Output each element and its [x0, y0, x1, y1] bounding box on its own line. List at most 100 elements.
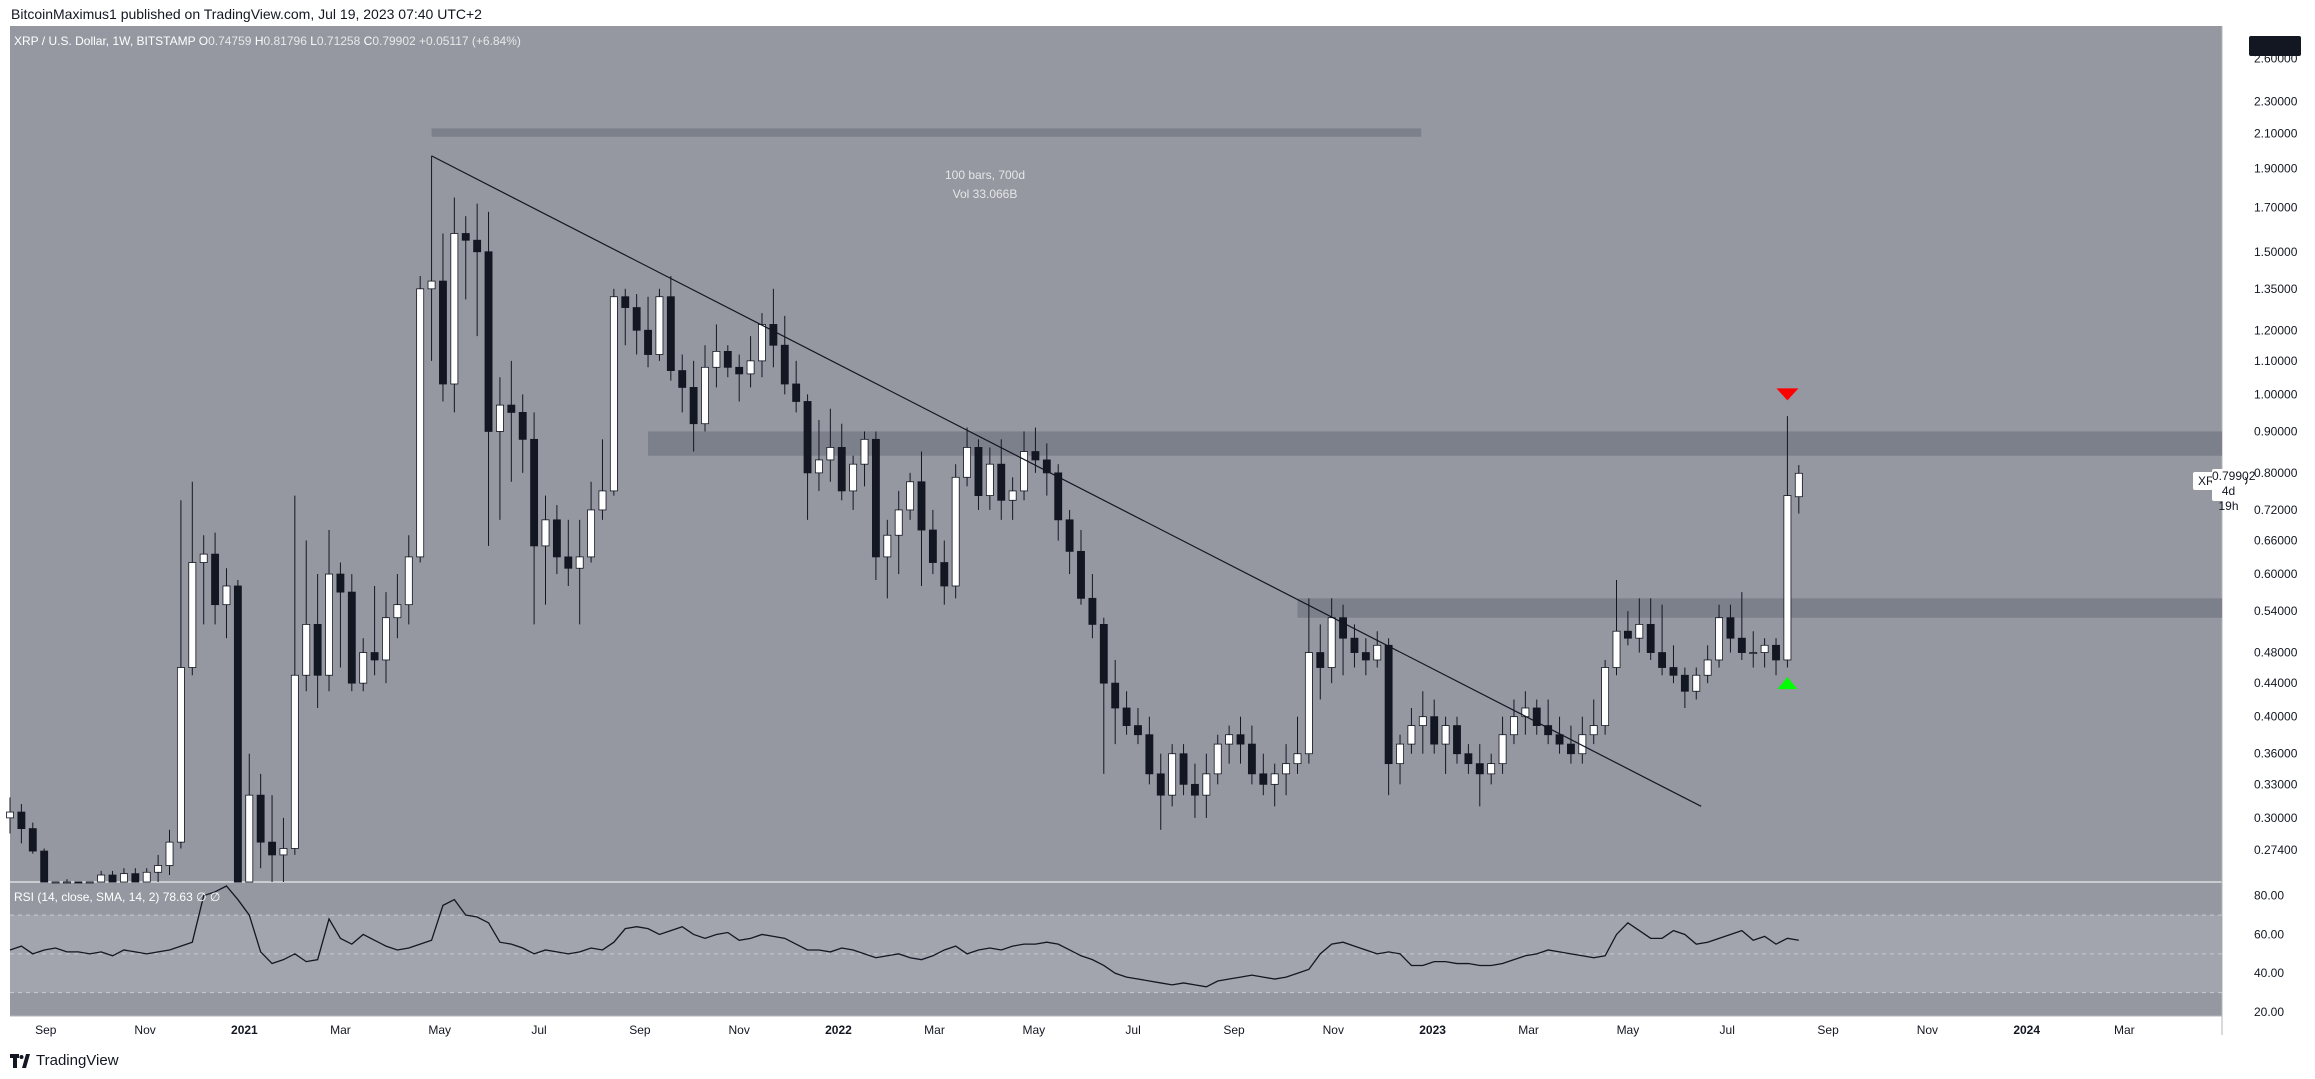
candle-body	[689, 387, 698, 425]
candle-body	[17, 811, 26, 829]
candle	[1737, 592, 1746, 660]
candle	[188, 481, 197, 676]
legend-open-label: O	[198, 34, 209, 48]
candle-body	[1020, 451, 1028, 492]
candle	[108, 870, 117, 883]
time-tick-label: Nov	[1323, 1023, 1344, 1037]
time-tick-label: May	[428, 1023, 451, 1037]
candle-body	[1065, 519, 1074, 552]
candle-body	[1658, 652, 1667, 668]
candle-body	[1589, 725, 1598, 736]
candle	[552, 505, 561, 575]
price-tick-label: 1.70000	[2254, 201, 2298, 215]
candle-body	[1282, 763, 1291, 775]
candle	[404, 535, 413, 625]
candle-body	[951, 476, 960, 587]
candle	[165, 829, 174, 876]
candle-body	[1623, 630, 1632, 639]
candle-body	[1475, 763, 1484, 775]
candle-body	[666, 296, 675, 371]
candle	[1225, 725, 1234, 764]
candle-body	[176, 667, 185, 843]
candle-body	[1510, 716, 1518, 736]
candle	[85, 881, 94, 884]
candle-body	[1418, 716, 1427, 726]
candle-body	[678, 370, 687, 388]
candle-body	[427, 280, 436, 290]
candle	[951, 464, 960, 599]
candle	[621, 288, 630, 346]
candle	[735, 354, 744, 402]
candle-body	[621, 296, 630, 308]
candle-body	[849, 463, 858, 492]
candle	[1532, 699, 1541, 735]
candle	[598, 439, 607, 520]
price-tick-label: 0.66000	[2254, 534, 2298, 548]
candle-body	[279, 848, 288, 856]
tradingview-logo[interactable]: TradingView	[10, 1052, 119, 1069]
candle	[1361, 638, 1370, 676]
candle-body	[1464, 753, 1473, 765]
candle-body	[28, 828, 37, 852]
candle-body	[142, 871, 151, 883]
candle	[906, 472, 915, 520]
time-tick-label: May	[1617, 1023, 1640, 1037]
last-price-label: 0.79902 4d 19h	[2212, 469, 2255, 513]
measure-label: 100 bars, 700d Vol 33.066B	[905, 166, 1065, 204]
candle-body	[1453, 725, 1461, 755]
legend-low-label: L	[310, 34, 317, 48]
candle-body	[974, 447, 983, 496]
published-by-header: BitcoinMaximus1 published on TradingView…	[11, 6, 482, 22]
candle	[644, 296, 652, 368]
candle-body	[598, 490, 607, 511]
candle	[1168, 744, 1177, 807]
candle	[1316, 624, 1325, 700]
candle	[1453, 716, 1461, 764]
time-tick-label: Sep	[629, 1023, 651, 1037]
candle	[758, 313, 766, 378]
candle	[154, 854, 163, 882]
candle	[1145, 716, 1154, 785]
candle	[1430, 699, 1439, 754]
candle	[917, 451, 926, 586]
candle	[1236, 716, 1245, 764]
candle-body	[165, 841, 174, 866]
legend-close: 0.79902	[372, 34, 416, 48]
legend-symbol: XRP / U.S. Dollar, 1W, BITSTAMP	[14, 34, 196, 48]
candle-body	[1498, 734, 1507, 765]
candle	[1407, 707, 1416, 754]
candle	[1282, 744, 1291, 796]
legend-low: 0.71258	[316, 34, 361, 48]
candle-body	[97, 874, 106, 883]
price-tick-label: 1.35000	[2254, 282, 2298, 296]
candle	[1498, 716, 1507, 774]
time-tick-label: Sep	[1223, 1023, 1245, 1037]
candle	[1088, 574, 1097, 639]
price-scale-button[interactable]	[2249, 36, 2301, 56]
time-tick-label: Mar	[2114, 1023, 2135, 1037]
candle	[1703, 645, 1712, 684]
candle	[1202, 753, 1211, 818]
candle	[1635, 598, 1644, 653]
candle	[1646, 598, 1655, 660]
candle-body	[507, 404, 516, 413]
candle-body	[985, 463, 994, 496]
candle	[1179, 744, 1188, 796]
bar-countdown: 4d 19h	[2218, 484, 2239, 513]
red-down-arrow	[1776, 388, 1799, 401]
candle-body	[108, 874, 117, 883]
price-tick-label: 0.48000	[2254, 646, 2298, 660]
candle	[1726, 604, 1735, 653]
candle	[1760, 638, 1769, 668]
candle-body	[439, 280, 447, 385]
candle-body	[6, 811, 14, 819]
candle	[1794, 465, 1803, 514]
candle-body	[382, 617, 390, 661]
candle-body	[1156, 773, 1165, 796]
candle	[940, 540, 949, 605]
candle-body	[1772, 644, 1780, 661]
candle	[985, 447, 994, 510]
candle	[1475, 744, 1484, 807]
candle-body	[826, 447, 835, 461]
candle-body	[723, 350, 732, 368]
